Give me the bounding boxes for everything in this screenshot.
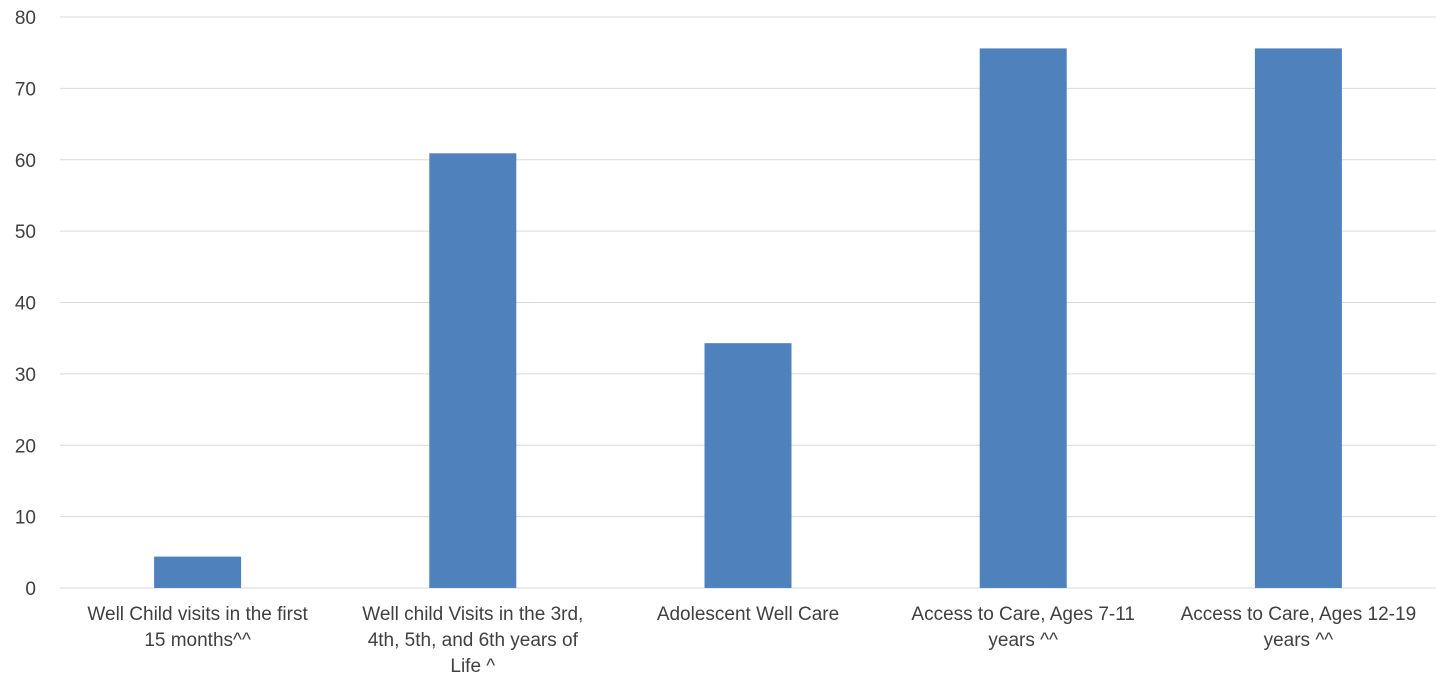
gridlines	[60, 16, 1436, 589]
x-category-label-line: Access to Care, Ages 7-11	[911, 604, 1135, 625]
x-category-label-line: 15 months^^	[144, 630, 251, 651]
y-tick-label: 80	[15, 8, 36, 29]
x-category-label: Access to Care, Ages 7-11 years ^^	[888, 602, 1158, 654]
x-category-label-line: Life ^	[450, 656, 496, 677]
bar	[1254, 48, 1342, 588]
y-tick-label: 0	[25, 579, 36, 600]
x-category-label-line: Well Child visits in the first	[87, 604, 308, 625]
y-tick-label: 60	[15, 151, 36, 172]
x-category-label: Adolescent Well Care	[613, 602, 883, 628]
x-category-label: Well child Visits in the 3rd, 4th, 5th, a…	[338, 602, 608, 680]
y-tick-label: 50	[15, 222, 36, 243]
y-tick-label: 20	[15, 436, 36, 457]
x-category-label: Well Child visits in the first 15 months^…	[63, 602, 333, 654]
x-category-label-line: Well child Visits in the 3rd,	[362, 604, 584, 625]
y-tick-label: 40	[15, 294, 36, 315]
x-category-label-line: 4th, 5th, and 6th years of	[367, 630, 578, 651]
y-tick-label: 70	[15, 79, 36, 100]
bars	[154, 48, 1342, 589]
x-category-label-line: years ^^	[988, 630, 1058, 651]
y-axis-tick-labels: 0 10 20 30 40 50 60 70 80	[15, 8, 36, 600]
x-category-label: Access to Care, Ages 12-19 years ^^	[1163, 602, 1433, 654]
x-category-label-line: Adolescent Well Care	[656, 604, 840, 625]
y-tick-label: 30	[15, 365, 36, 386]
bar	[154, 556, 242, 588]
x-category-label-line: years ^^	[1263, 630, 1334, 651]
bar	[704, 343, 792, 588]
bar	[429, 153, 517, 589]
y-tick-label: 10	[15, 508, 36, 529]
x-category-label-line: Access to Care, Ages 12-19	[1180, 604, 1417, 625]
bar	[979, 48, 1067, 588]
